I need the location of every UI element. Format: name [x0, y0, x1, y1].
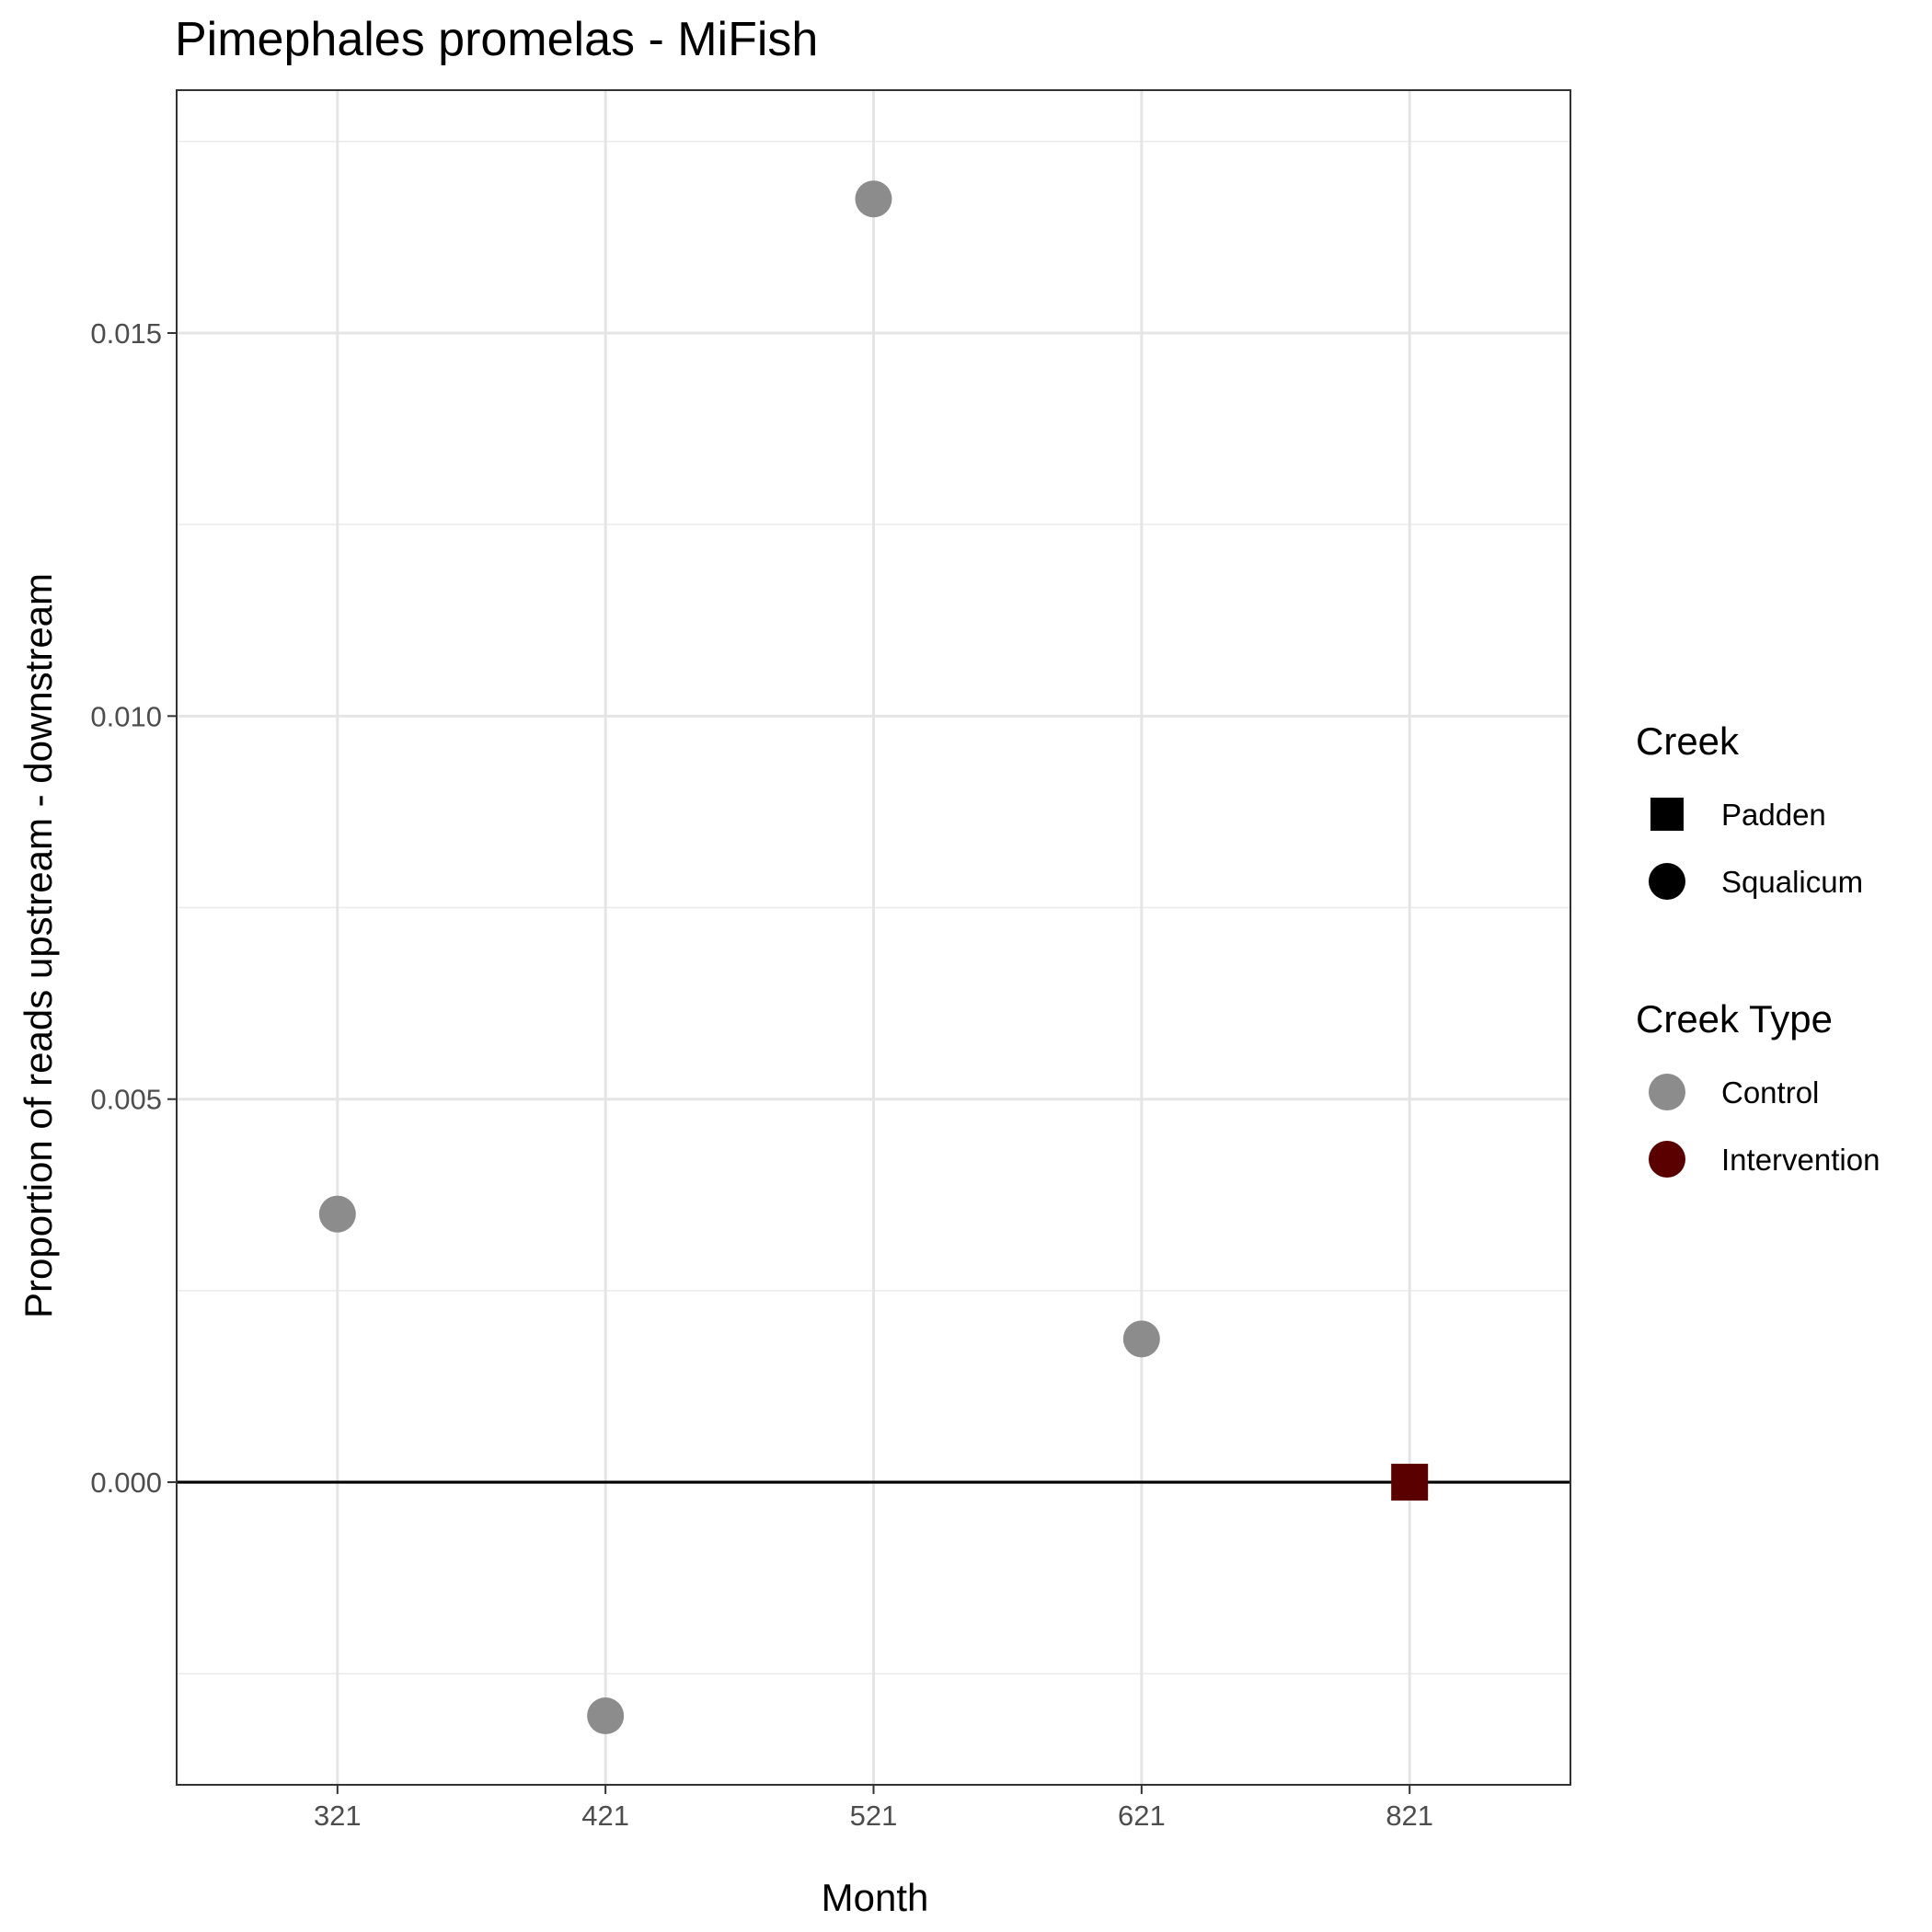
legend-label: Control — [1721, 1075, 1819, 1110]
y-tick-label: 0.005 — [90, 1084, 162, 1116]
data-point — [318, 1195, 356, 1233]
data-point — [855, 180, 892, 218]
legend-key-circle — [1649, 863, 1685, 900]
legend-label: Padden — [1721, 798, 1826, 832]
x-tick-label: 621 — [1118, 1800, 1166, 1832]
legend: Creek Padden Squalicum Creek Type Control Int… — [1636, 719, 1880, 1178]
legend-label: Squalicum — [1721, 865, 1863, 899]
data-point — [587, 1697, 625, 1735]
x-axis-title: Month — [822, 1876, 929, 1919]
x-tick-label: 521 — [850, 1800, 898, 1832]
legend-key-square — [1650, 798, 1684, 831]
data-point — [1391, 1464, 1429, 1501]
y-tick-label: 0.015 — [90, 317, 162, 350]
legend-key-color — [1649, 1074, 1685, 1110]
x-tick-label: 821 — [1386, 1800, 1433, 1832]
chart-title: Pimephales promelas - MiFish — [175, 13, 818, 66]
y-tick-label: 0.010 — [90, 700, 162, 732]
data-point — [1122, 1320, 1160, 1358]
y-axis-title: Proportion of reads upstream - downstrea… — [17, 573, 60, 1318]
plot-area: 0.000 0.005 0.010 0.015 321 421 521 621 821 — [90, 89, 1571, 1832]
legend-title-creek: Creek — [1636, 719, 1740, 763]
legend-label: Intervention — [1721, 1143, 1880, 1177]
x-tick-label: 421 — [581, 1800, 629, 1832]
y-tick-label: 0.000 — [90, 1466, 162, 1499]
legend-key-color — [1649, 1141, 1685, 1178]
x-tick-label: 321 — [314, 1800, 362, 1832]
legend-title-creek-type: Creek Type — [1636, 997, 1833, 1041]
